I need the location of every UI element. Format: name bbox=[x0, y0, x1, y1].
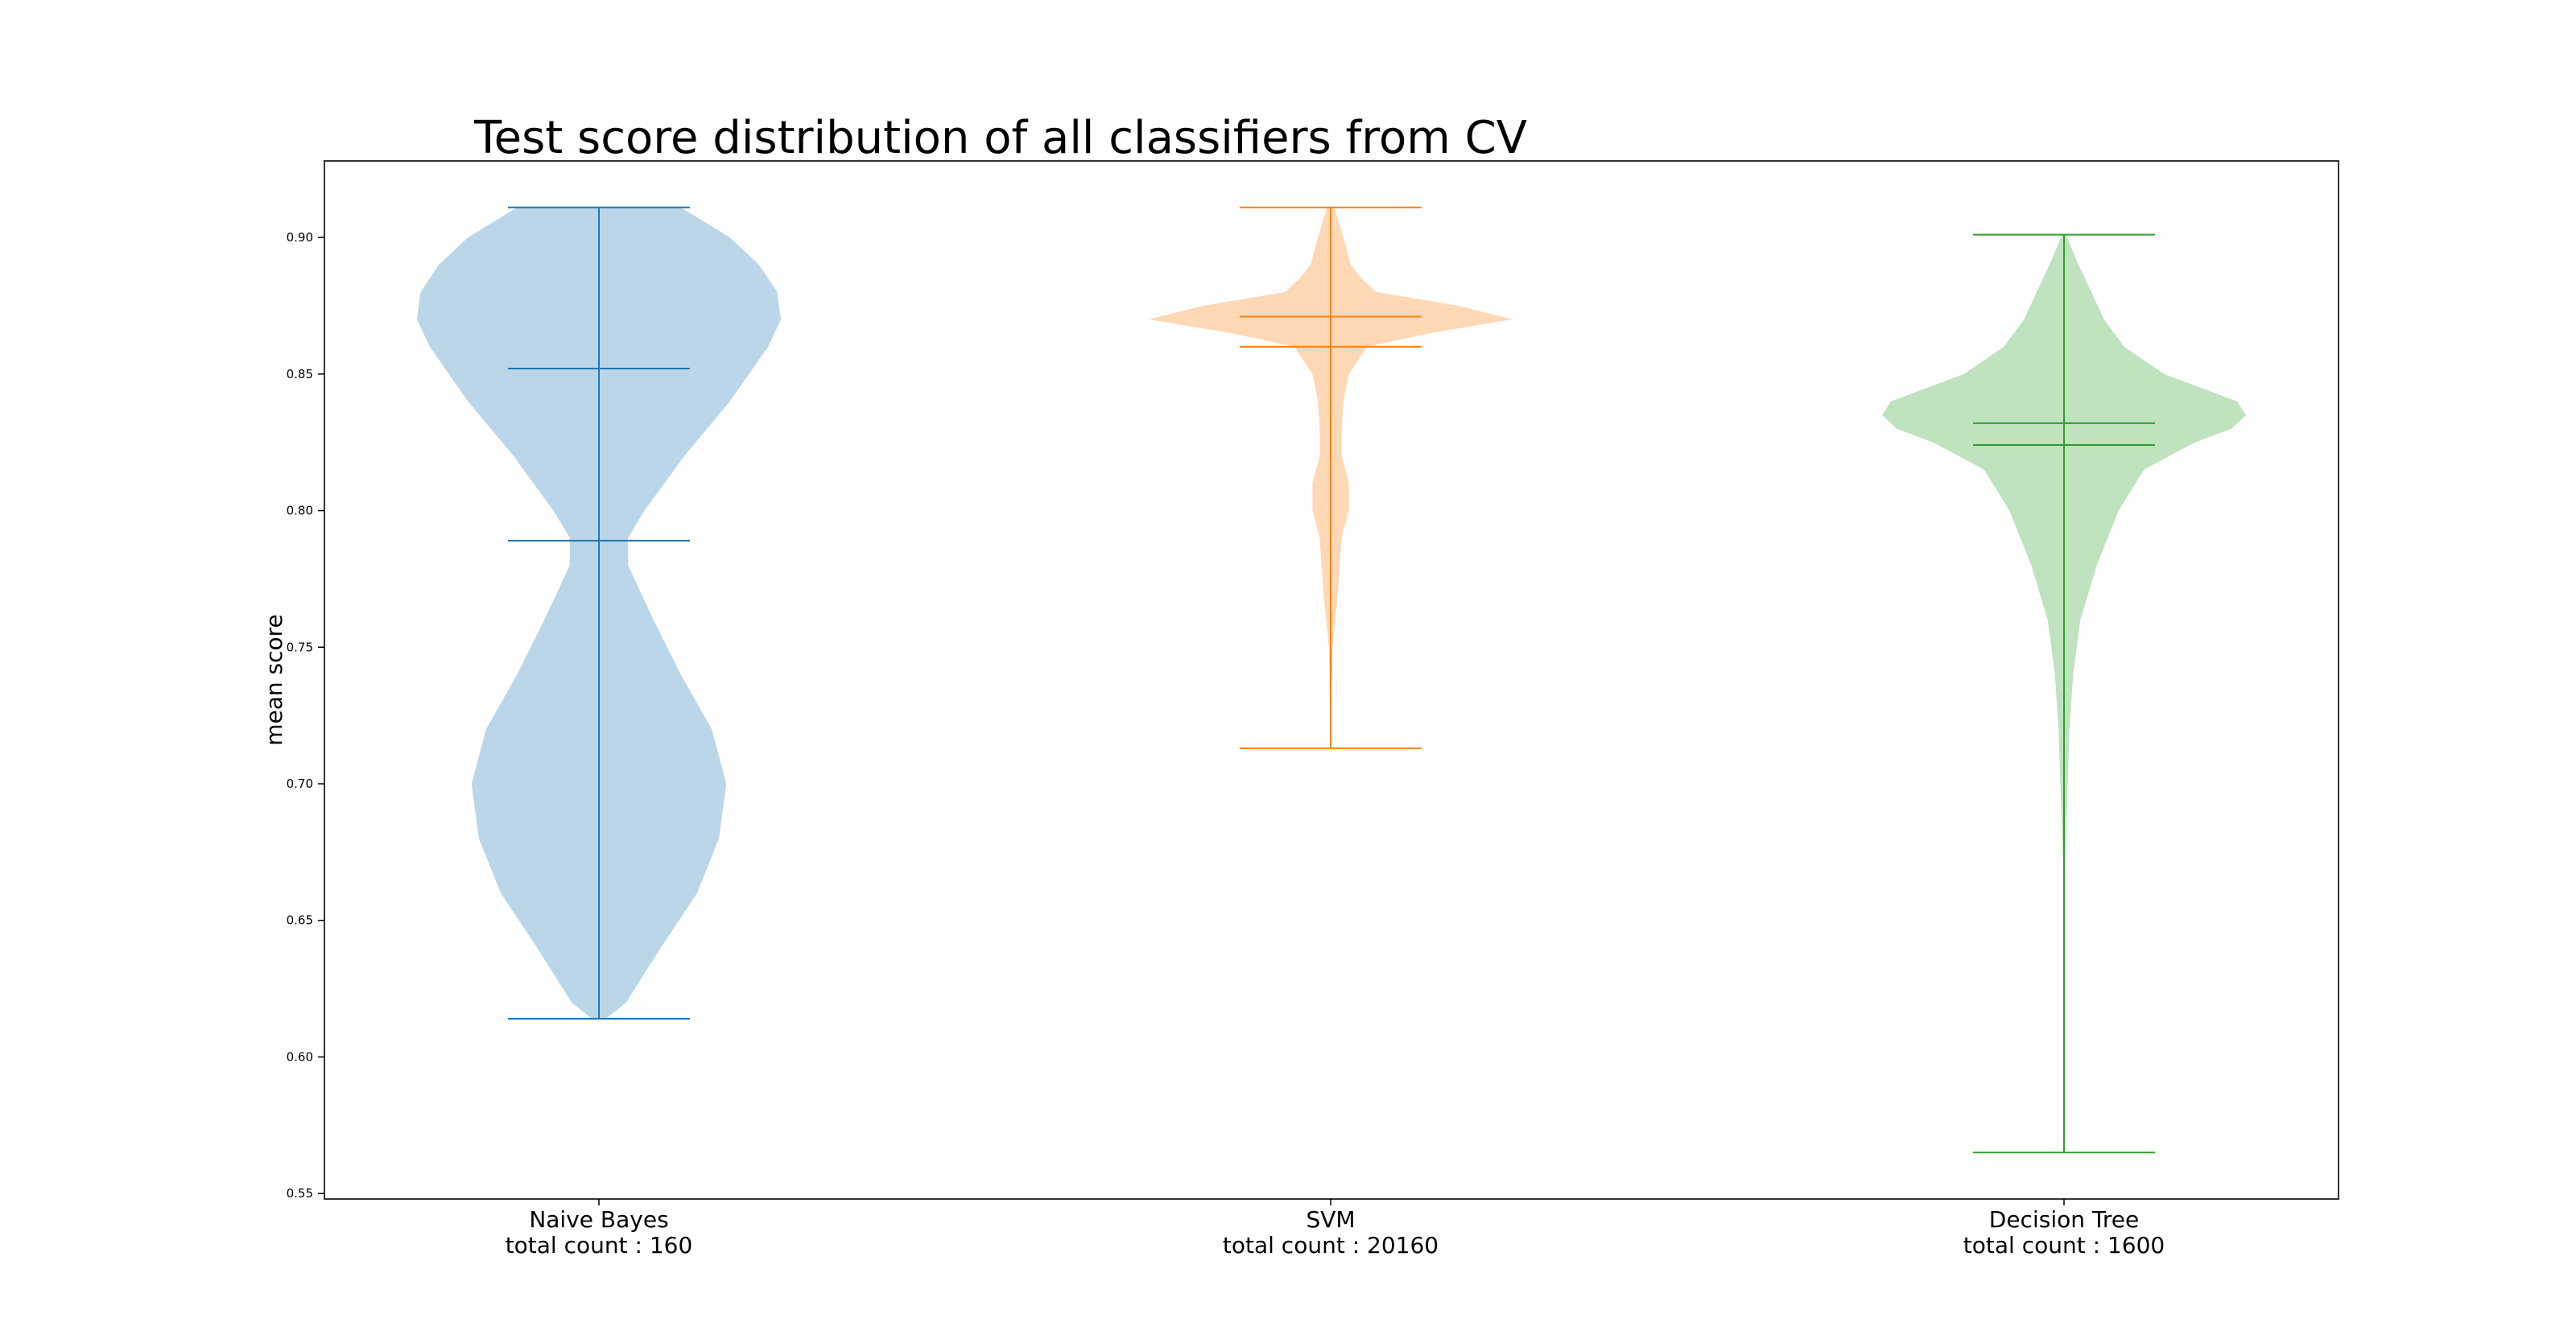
y-tick-label: 0.90 bbox=[287, 230, 313, 245]
plot-frame bbox=[324, 160, 2339, 1200]
y-axis: 0.55 0.60 0.65 0.70 0.75 0.80 0.85 0.90 bbox=[287, 230, 324, 1201]
violin-svm bbox=[1149, 206, 1513, 749]
y-axis-label: mean score bbox=[261, 614, 287, 746]
violins-layer bbox=[417, 206, 2246, 1154]
violin-decision-tree bbox=[1882, 233, 2246, 1154]
violin-naive-bayes bbox=[417, 206, 781, 1020]
x-tick-label: Naive Bayes bbox=[529, 1206, 668, 1233]
y-tick-label: 0.65 bbox=[287, 913, 313, 928]
x-tick-count-label: total count : 1600 bbox=[1963, 1232, 2165, 1259]
y-tick-label: 0.70 bbox=[287, 777, 313, 791]
y-tick-label: 0.55 bbox=[287, 1186, 313, 1201]
y-tick-label: 0.60 bbox=[287, 1049, 313, 1064]
x-tick-count-label: total count : 160 bbox=[506, 1232, 693, 1259]
y-tick-label: 0.80 bbox=[287, 504, 313, 518]
y-tick-label: 0.75 bbox=[287, 640, 313, 654]
x-tick-label: SVM bbox=[1306, 1206, 1355, 1233]
y-tick-label: 0.85 bbox=[287, 367, 313, 381]
plot-area bbox=[324, 160, 2339, 1200]
x-tick-label: Decision Tree bbox=[1989, 1206, 2139, 1233]
x-tick-count-label: total count : 20160 bbox=[1223, 1232, 1439, 1259]
chart-title: Test score distribution of all classifie… bbox=[473, 112, 1527, 164]
